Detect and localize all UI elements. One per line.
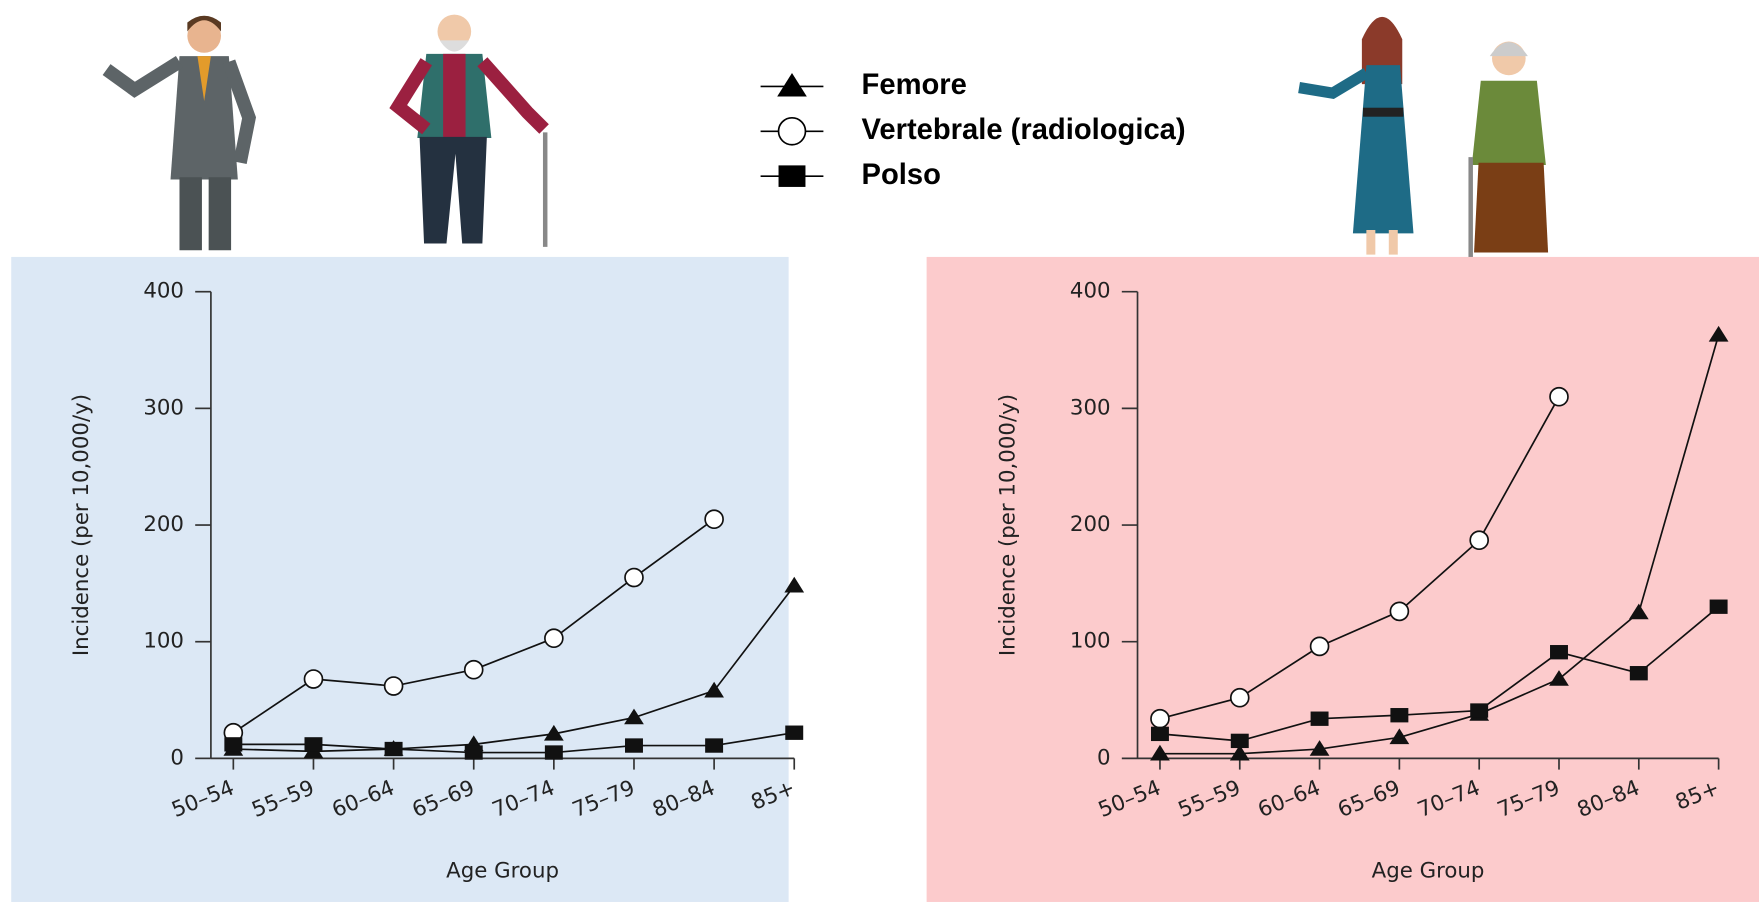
woman-illustration — [1299, 17, 1413, 255]
marker-circle — [545, 629, 563, 647]
x-axis-label: Age Group — [446, 859, 559, 884]
marker-circle — [465, 661, 483, 679]
y-tick-label: 0 — [170, 745, 184, 770]
y-tick-label: 400 — [1070, 279, 1111, 304]
y-axis-label: Incidence (per 10,000/y) — [69, 394, 94, 656]
y-tick-label: 400 — [143, 279, 184, 304]
man-illustration — [107, 16, 249, 250]
marker-circle — [385, 677, 403, 695]
marker-circle — [1311, 637, 1329, 655]
legend: Femore Vertebrale (radiologica) Polso — [761, 69, 1186, 191]
marker-square — [385, 742, 403, 756]
marker-square — [1231, 734, 1249, 748]
y-tick-label: 200 — [143, 512, 184, 537]
marker-square — [224, 737, 242, 751]
marker-square — [1390, 708, 1408, 722]
marker-square — [785, 726, 803, 740]
legend-label: Polso — [862, 159, 941, 191]
marker-circle — [1231, 689, 1249, 707]
marker-square — [1710, 600, 1728, 614]
marker-square — [304, 737, 322, 751]
marker-triangle — [777, 73, 807, 97]
marker-square — [545, 745, 563, 759]
marker-circle — [705, 510, 723, 528]
page: Femore Vertebrale (radiologica) Polso 0 100… — [0, 0, 1759, 902]
legend-label: Femore — [862, 69, 967, 101]
marker-square — [1151, 727, 1169, 741]
marker-square — [465, 745, 483, 759]
y-tick-label: 200 — [1070, 512, 1111, 537]
old-woman-illustration — [1471, 42, 1548, 259]
y-axis-label: Incidence (per 10,000/y) — [996, 394, 1021, 656]
marker-square — [705, 738, 723, 752]
y-tick-label: 100 — [143, 629, 184, 654]
marker-square — [1311, 712, 1329, 726]
y-tick-label: 0 — [1097, 745, 1111, 770]
marker-square — [625, 738, 643, 752]
marker-square — [779, 165, 806, 187]
marker-circle — [1151, 710, 1169, 728]
marker-square — [1550, 645, 1568, 659]
y-tick-label: 100 — [1070, 629, 1111, 654]
marker-square — [1630, 666, 1648, 680]
legend-label: Vertebrale (radiologica) — [862, 114, 1186, 146]
old-man-illustration — [398, 15, 545, 247]
marker-square — [1470, 703, 1488, 717]
marker-circle — [304, 670, 322, 688]
marker-circle — [625, 569, 643, 587]
marker-circle — [1470, 531, 1488, 549]
marker-circle — [1390, 602, 1408, 620]
marker-circle — [779, 118, 806, 145]
y-tick-label: 300 — [1070, 395, 1111, 420]
x-axis-label: Age Group — [1372, 859, 1485, 884]
y-tick-label: 300 — [143, 395, 184, 420]
marker-circle — [1550, 388, 1568, 406]
